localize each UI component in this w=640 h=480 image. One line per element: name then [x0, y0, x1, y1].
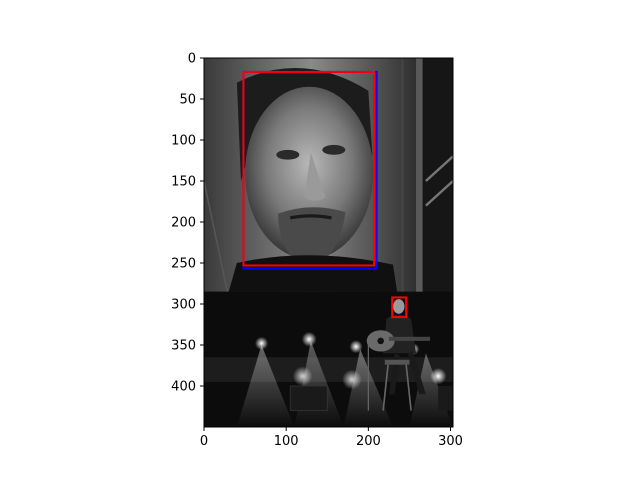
bounding-box-3	[391, 296, 408, 319]
photo-image	[204, 58, 453, 427]
y-tick-label: 400	[171, 380, 196, 395]
y-tick-label: 300	[171, 298, 196, 313]
x-tick-label: 300	[438, 434, 463, 449]
y-axis: 0 50 100 150 200 250 300 350 400	[171, 52, 204, 395]
x-axis: 0 100 200 300	[200, 427, 463, 449]
y-tick-label: 250	[171, 257, 196, 272]
bounding-boxes	[242, 70, 408, 319]
y-tick-label: 100	[171, 134, 196, 149]
x-tick-label: 200	[356, 434, 381, 449]
axes-frame	[203, 57, 454, 428]
y-tick-label: 350	[171, 339, 196, 354]
bounding-box-2	[242, 70, 376, 267]
y-tick-label: 200	[171, 216, 196, 231]
y-tick-label: 50	[179, 93, 196, 108]
x-tick-label: 100	[274, 434, 299, 449]
y-tick-label: 150	[171, 175, 196, 190]
x-tick-label: 0	[200, 434, 208, 449]
y-tick-label: 0	[188, 52, 196, 67]
